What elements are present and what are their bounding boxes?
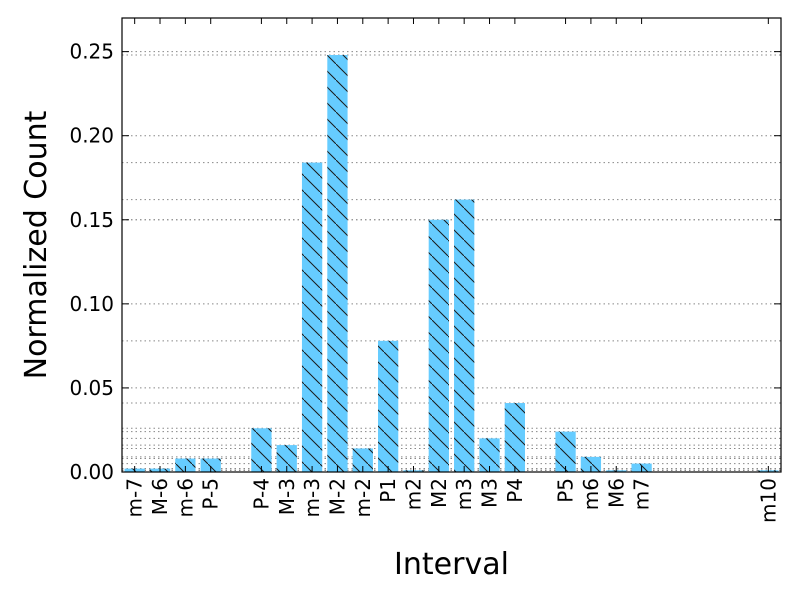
bar-hatch-P1 xyxy=(377,340,399,472)
bar-hatch-m-6 xyxy=(175,458,196,472)
gridlines xyxy=(122,51,781,473)
bar-hatch-m3 xyxy=(454,199,475,472)
bar-hatch-M2 xyxy=(428,219,449,472)
bar-hatch-m6 xyxy=(580,456,602,472)
y-tick-label: 0.25 xyxy=(69,40,114,64)
y-axis-ticks: 0.00 0.05 0.10 0.15 0.20 0.25 xyxy=(69,40,781,484)
x-tick-label: M-2 xyxy=(325,478,349,515)
bar-hatch-P-4 xyxy=(251,428,272,472)
bars xyxy=(124,54,779,473)
bar-hatch-M-2 xyxy=(327,54,348,473)
bar-hatch-P5 xyxy=(555,431,576,472)
x-tick-label: M3 xyxy=(478,478,502,508)
bar-hatch-P-5 xyxy=(200,458,221,472)
x-tick-label: m-2 xyxy=(351,478,375,517)
y-tick-label: 0.10 xyxy=(69,292,114,316)
bar-hatch-M3 xyxy=(479,438,500,472)
x-tick-label: m3 xyxy=(452,478,476,510)
x-tick-label: P1 xyxy=(376,478,400,503)
x-axis-label: Interval xyxy=(394,547,509,582)
x-tick-label: M2 xyxy=(427,478,451,508)
y-tick-label: 0.20 xyxy=(69,124,114,148)
x-tick-label: M-6 xyxy=(148,478,172,515)
y-tick-label: 0.15 xyxy=(69,208,114,232)
x-tick-label: M6 xyxy=(604,478,628,508)
x-tick-label: m7 xyxy=(630,478,654,510)
bar-hatch-P4 xyxy=(504,403,526,472)
bar-hatch-m-3 xyxy=(301,162,323,472)
x-tick-label: m-7 xyxy=(123,478,147,517)
plot-frame xyxy=(121,17,782,473)
x-tick-label: m-6 xyxy=(173,478,197,517)
x-tick-label: M-3 xyxy=(275,478,299,515)
x-tick-label: P-4 xyxy=(249,478,273,510)
y-tick-label: 0.05 xyxy=(69,376,114,400)
y-axis-label: Normalized Count xyxy=(19,110,54,379)
x-tick-label: m6 xyxy=(579,478,603,510)
x-tick-label: P5 xyxy=(554,478,578,503)
y-tick-label: 0.00 xyxy=(69,460,114,484)
bar-hatch-m-2 xyxy=(352,448,373,472)
x-axis-ticks: m-7 M-6 m-6 P-5 P-4 M-3 m-3 M-2 m-2 P1 m2 M2 m3 M3 P4 P… xyxy=(123,18,780,523)
x-tick-label: m2 xyxy=(401,478,425,510)
x-tick-label: m-3 xyxy=(300,478,324,517)
x-tick-label: m10 xyxy=(756,478,780,523)
x-tick-label: P-5 xyxy=(199,478,223,510)
x-tick-label: P4 xyxy=(503,478,527,503)
bar-hatch-M-3 xyxy=(276,445,297,472)
